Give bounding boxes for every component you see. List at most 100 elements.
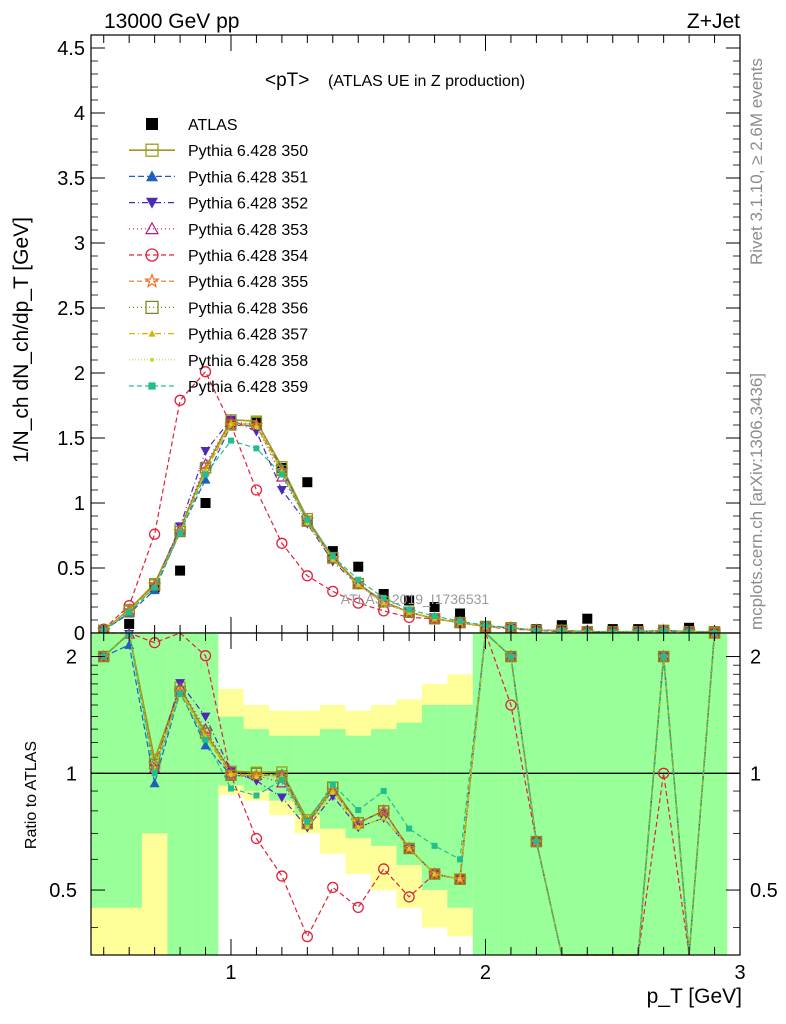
data-point: [276, 870, 288, 882]
legend-entry: Pythia 6.428 356: [129, 300, 308, 317]
data-point: [229, 773, 233, 778]
data-point: [146, 170, 158, 182]
plot-subtitle: (ATLAS UE in Z production): [328, 73, 525, 90]
ratio-series-line: [103, 632, 716, 956]
data-point: [200, 712, 211, 722]
data-point: [431, 613, 438, 620]
data-point: [457, 856, 464, 863]
legend-entry: Pythia 6.428 358: [129, 353, 308, 370]
data-point: [227, 419, 234, 425]
legend-label: Pythia 6.428 358: [188, 353, 308, 370]
data-point: [144, 221, 160, 235]
ratio-band-green: [294, 735, 321, 816]
ratio-y-tick-label: 1: [66, 763, 77, 785]
ratio-band-green: [549, 633, 575, 955]
data-point: [352, 901, 364, 914]
data-point: [200, 740, 211, 750]
data-point: [253, 792, 260, 799]
x-tick-label: 3: [734, 962, 745, 984]
ratio-band-green: [650, 633, 677, 955]
header-process: 13000 GeV pp: [104, 10, 239, 33]
data-point: [276, 486, 287, 495]
data-point: [151, 770, 158, 777]
data-point: [148, 330, 156, 337]
data-point: [305, 825, 310, 830]
data-point: [378, 863, 390, 875]
main-y-tick-label: 0.5: [57, 558, 85, 580]
data-point: [200, 447, 211, 456]
data-point: [428, 868, 441, 880]
data-point: [381, 601, 386, 605]
data-point: [227, 437, 234, 444]
data-point: [202, 471, 209, 478]
data-point: [200, 498, 211, 508]
data-point: [301, 515, 313, 527]
data-point: [301, 570, 313, 582]
data-point: [149, 778, 160, 788]
ratio-y-tick-label: 0.5: [49, 880, 77, 902]
data-point: [146, 118, 158, 130]
data-point: [174, 525, 186, 538]
legend-label: Pythia 6.428 357: [188, 327, 308, 344]
data-point: [200, 474, 211, 484]
main-y-tick-label: 1: [74, 493, 85, 515]
data-point: [431, 842, 438, 849]
ratio-axes: 0.5 0.5 1 1 2 2 1 2 3: [49, 633, 778, 984]
data-point: [403, 842, 415, 855]
data-point: [376, 803, 391, 817]
data-point: [403, 842, 416, 854]
data-point: [146, 197, 158, 209]
main-axes: 0 0.5 1 1.5 2 2.5 3 3.5 4 4.5: [57, 34, 741, 645]
data-point: [227, 770, 234, 776]
ratio-y-tick-label: 2: [66, 647, 77, 669]
legend-entry: Pythia 6.428 352: [129, 196, 308, 213]
legend-label: Pythia 6.428 359: [188, 379, 308, 396]
data-point: [202, 736, 209, 743]
data-point: [331, 791, 335, 795]
data-point: [123, 605, 135, 617]
data-point: [327, 546, 338, 557]
data-point: [126, 609, 133, 616]
data-point: [377, 804, 390, 816]
data-point: [250, 832, 263, 845]
data-point: [253, 422, 260, 428]
data-point: [356, 583, 360, 587]
data-point: [148, 528, 161, 540]
ratio-band-green: [498, 633, 524, 955]
data-point: [505, 650, 517, 663]
rivet-version-label: Rivet 3.1.10, ≥ 2.6M events: [747, 58, 766, 265]
data-point: [657, 767, 670, 779]
data-point: [175, 679, 186, 689]
main-y-tick-label: 4: [74, 103, 85, 125]
data-point: [301, 930, 313, 943]
data-point: [507, 653, 514, 660]
legend-entry: Pythia 6.428 357: [129, 327, 308, 344]
data-point: [380, 788, 387, 795]
legend-entry: Pythia 6.428 353: [129, 221, 308, 239]
data-point: [145, 300, 159, 315]
data-point: [253, 445, 260, 452]
data-point: [151, 584, 158, 591]
ratio-band-green: [472, 633, 499, 955]
legend-entry: ATLAS: [146, 117, 238, 134]
data-point: [331, 558, 335, 562]
ratio-band-green: [523, 633, 550, 955]
data-point: [199, 650, 212, 662]
data-point: [175, 565, 186, 576]
main-y-tick-label: 3: [74, 233, 85, 255]
main-y-tick-label: 1.5: [57, 428, 85, 450]
data-point: [352, 597, 364, 609]
mcplots-reference-label: mcplots.cern.ch [arXiv:1306.3436]: [747, 373, 766, 630]
legend-entry: Pythia 6.428 354: [129, 248, 308, 265]
data-point: [250, 484, 263, 496]
ratio-band-green: [625, 633, 651, 955]
ratio-y-axis-label: Ratio to ATLAS: [23, 741, 40, 849]
analysis-watermark: ATLAS_2019_I1736531: [341, 591, 490, 607]
legend-label: Pythia 6.428 355: [188, 274, 308, 291]
data-point: [254, 775, 259, 780]
ratio-band-green: [600, 633, 626, 955]
data-point: [124, 618, 135, 629]
data-point: [329, 553, 336, 560]
data-point: [327, 551, 339, 564]
data-point: [429, 602, 440, 612]
